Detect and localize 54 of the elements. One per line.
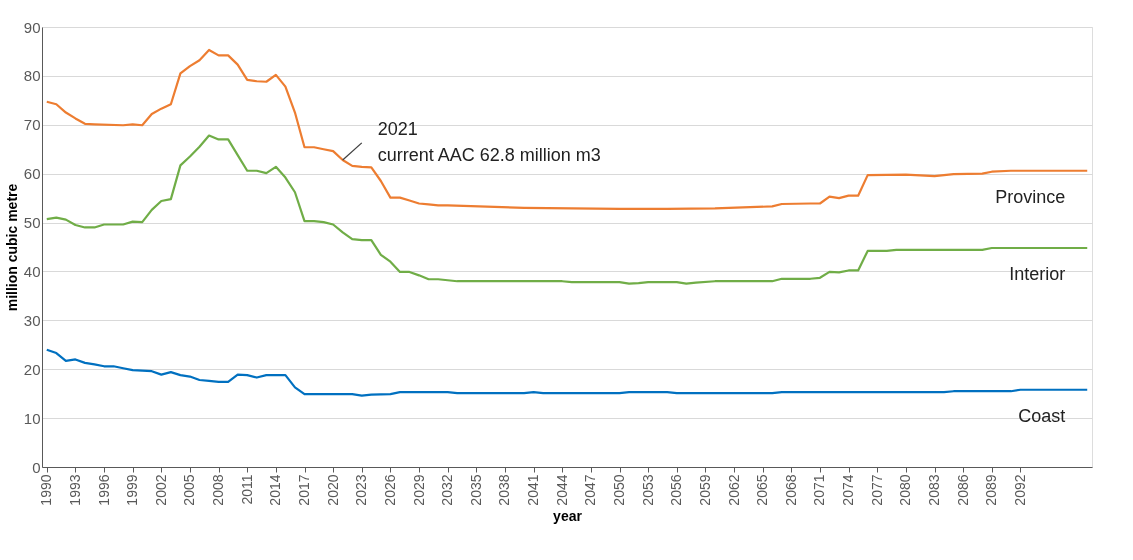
x-tick-label: 2014 <box>267 474 284 506</box>
x-tick-label: 2035 <box>467 474 484 506</box>
x-axis-title: year <box>553 507 583 524</box>
x-tick-label: 2077 <box>868 474 885 506</box>
x-tick-label: 2008 <box>210 474 227 506</box>
x-tick-label: 2074 <box>840 474 857 506</box>
y-tick-label: 20 <box>23 360 41 378</box>
x-tick-label: 2092 <box>1011 474 1028 506</box>
y-tick-label: 30 <box>23 311 41 329</box>
x-tick-label: 2041 <box>525 474 542 506</box>
x-tick-label: 2032 <box>439 474 456 506</box>
x-tick-label: 2062 <box>725 474 742 506</box>
x-tick-label: 1999 <box>124 474 141 506</box>
x-tick-label: 2080 <box>897 474 914 506</box>
x-tick-label: 2065 <box>754 474 771 506</box>
x-tick-label: 2020 <box>324 474 341 506</box>
x-tick-label: 2002 <box>152 474 169 506</box>
x-tick-label: 2044 <box>553 474 570 506</box>
series-label: Province <box>995 186 1066 207</box>
x-tick-label: 2068 <box>782 474 799 506</box>
x-tick-label: 2038 <box>496 474 513 506</box>
annotation: 2021 current AAC 62.8 million m3 <box>377 118 601 165</box>
x-tick-label: 2083 <box>926 474 942 506</box>
y-tick-label: 90 <box>23 18 41 36</box>
line-series <box>45 134 1089 285</box>
x-tick-label: 1993 <box>66 474 83 506</box>
x-tick-label: 2071 <box>811 474 828 506</box>
x-tick-label: 2005 <box>181 474 198 506</box>
series-label: Coast <box>1018 405 1066 426</box>
x-tick-label: 2026 <box>381 474 398 506</box>
x-tick-label: 2086 <box>954 474 971 506</box>
x-tick-label: 1996 <box>95 474 112 506</box>
y-tick-label: 40 <box>23 262 41 280</box>
x-tick-label: 2047 <box>582 474 599 506</box>
y-tick-label: 60 <box>23 165 41 183</box>
x-tick-label: 2050 <box>611 474 627 506</box>
x-tick-label: 1990 <box>38 474 55 506</box>
x-tick-label: 2023 <box>353 474 370 506</box>
line-series <box>45 48 1089 210</box>
x-tick-label: 2017 <box>296 474 312 506</box>
y-tick-label: 50 <box>23 214 41 232</box>
y-tick-label: 10 <box>23 409 41 427</box>
x-tick-label: 2089 <box>983 474 1000 506</box>
x-tick-label: 2011 <box>238 474 255 505</box>
y-tick-label: 0 <box>32 458 41 476</box>
x-tick-label: 2029 <box>410 474 427 506</box>
line-series <box>45 348 1089 397</box>
x-tick-label: 2053 <box>639 474 656 506</box>
series-label: Interior <box>1009 263 1066 284</box>
y-tick-label: 70 <box>23 116 41 134</box>
x-tick-label: 2059 <box>696 474 713 506</box>
y-tick-label: 80 <box>23 67 41 85</box>
y-axis-title: million cubic metre <box>3 183 20 312</box>
x-tick-label: 2056 <box>668 474 685 506</box>
